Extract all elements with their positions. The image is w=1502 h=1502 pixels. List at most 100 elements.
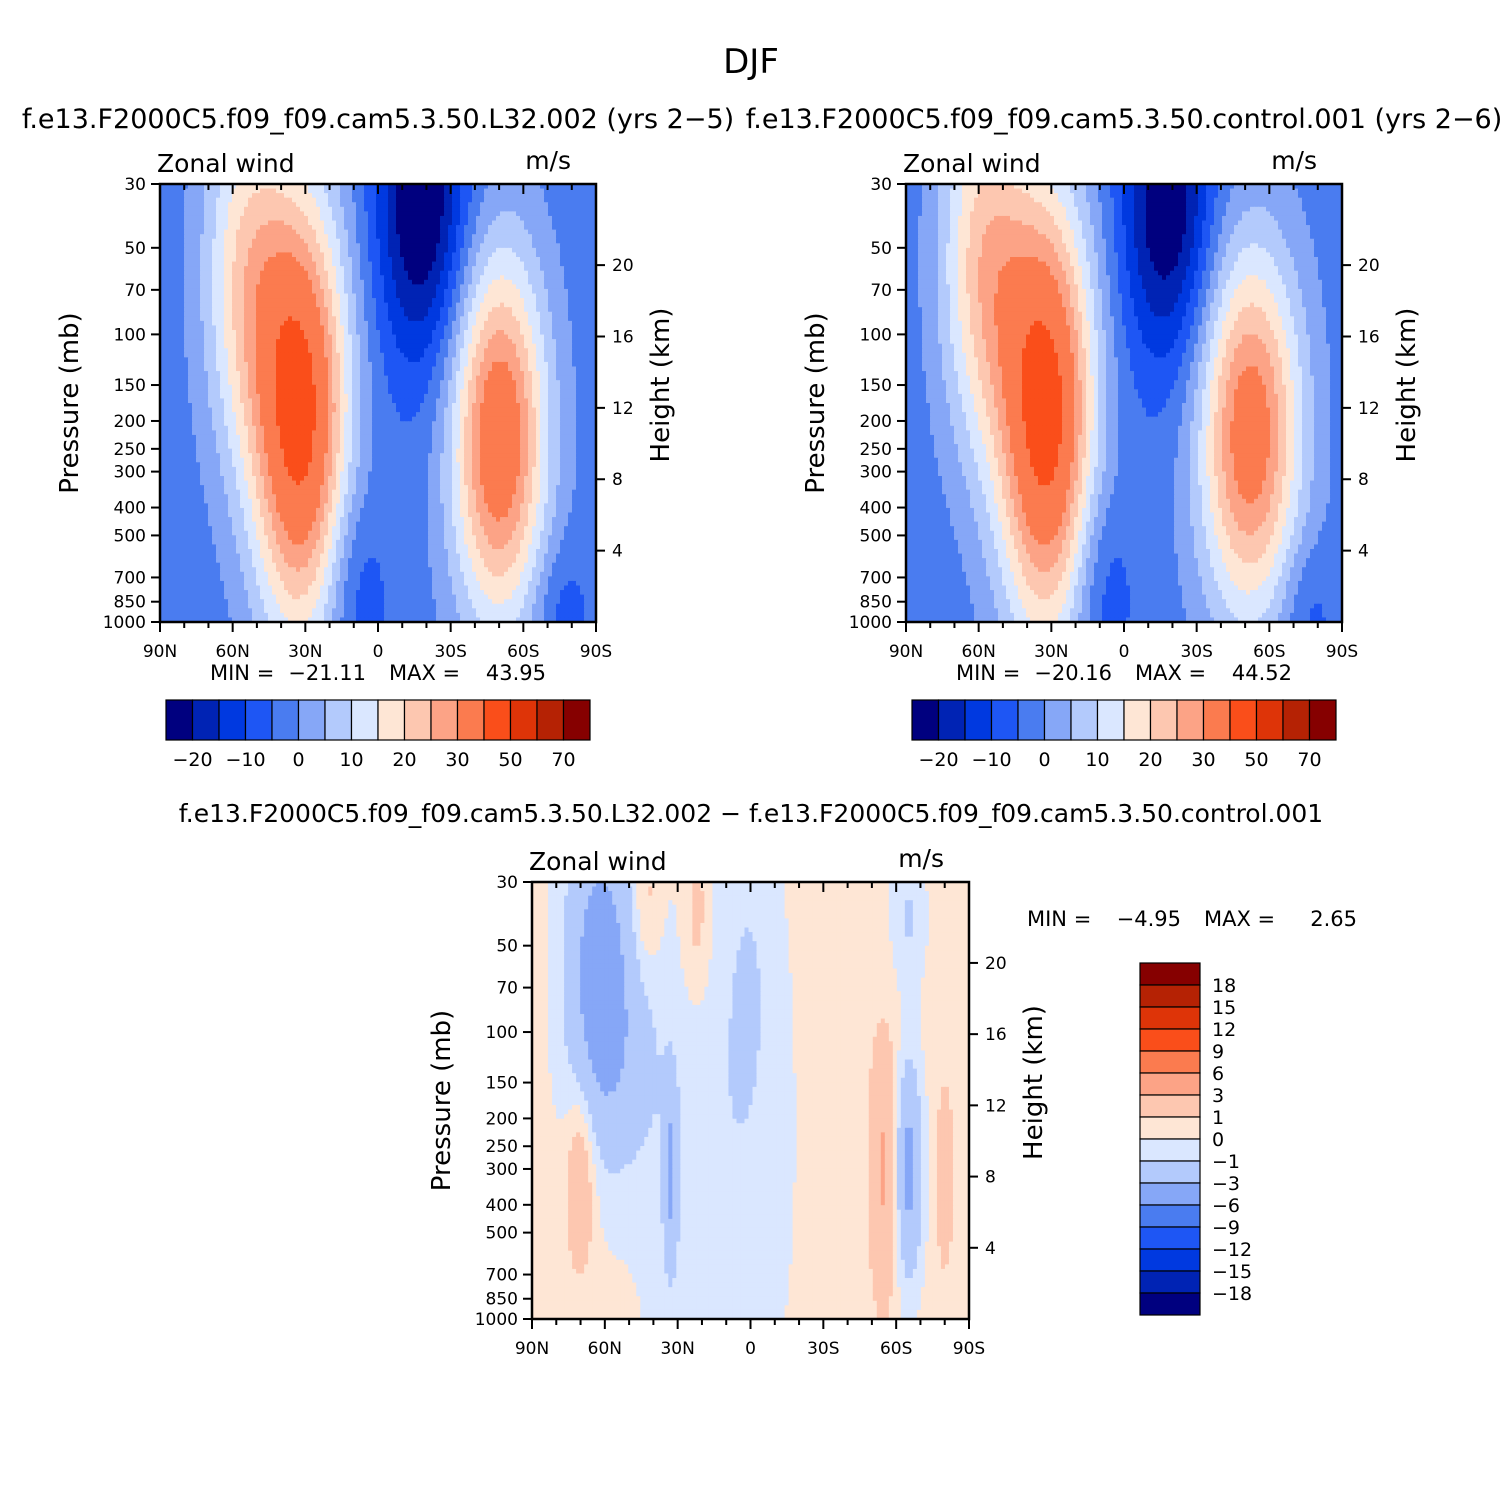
field-cell — [304, 288, 309, 295]
field-cell — [476, 197, 481, 203]
field-cell — [280, 366, 285, 372]
field-cell — [496, 279, 501, 285]
field-cell — [584, 298, 589, 304]
field-cell — [164, 375, 169, 381]
field-cell — [388, 380, 393, 386]
field-cell — [496, 320, 501, 327]
field-cell — [480, 293, 485, 299]
field-cell — [288, 202, 293, 208]
field-cell — [528, 311, 533, 317]
field-cell — [376, 361, 381, 368]
field-cell — [524, 193, 529, 199]
field-cell — [572, 288, 577, 295]
field-cell — [220, 215, 225, 222]
field-cell — [352, 343, 357, 349]
field-cell — [176, 202, 181, 208]
field-cell — [272, 206, 277, 212]
field-cell — [508, 266, 513, 272]
field-cell — [268, 270, 273, 276]
field-cell — [276, 343, 281, 349]
field-cell — [432, 266, 437, 272]
field-cell — [400, 311, 405, 317]
field-cell — [328, 247, 333, 254]
field-cell — [184, 225, 189, 231]
field-cell — [344, 234, 349, 240]
field-cell — [248, 220, 253, 226]
field-cell — [232, 325, 237, 331]
field-cell — [308, 320, 313, 327]
field-cell — [296, 357, 301, 363]
field-cell — [480, 339, 485, 345]
field-cell — [492, 211, 497, 217]
field-cell — [564, 279, 569, 285]
field-cell — [432, 339, 437, 345]
field-cell — [512, 270, 517, 276]
field-cell — [584, 261, 589, 267]
field-cell — [260, 284, 265, 290]
field-cell — [328, 371, 333, 377]
field-cell — [276, 193, 281, 199]
field-cell — [552, 384, 557, 390]
field-cell — [212, 266, 217, 272]
field-cell — [492, 288, 497, 295]
field-cell — [172, 320, 177, 327]
field-cell — [344, 334, 349, 340]
field-cell — [244, 316, 249, 322]
field-cell — [444, 215, 449, 222]
field-cell — [456, 352, 461, 358]
field-cell — [432, 220, 437, 226]
field-cell — [192, 298, 197, 304]
field-cell — [380, 206, 385, 212]
field-cell — [348, 343, 353, 349]
field-cell — [188, 261, 193, 267]
field-cell — [500, 193, 505, 199]
field-cell — [424, 266, 429, 272]
field-cell — [492, 197, 497, 203]
field-cell — [164, 302, 169, 308]
field-cell — [400, 188, 405, 194]
field-cell — [204, 339, 209, 345]
field-cell — [472, 307, 477, 313]
field-cell — [168, 220, 173, 226]
field-cell — [468, 307, 473, 313]
field-cell — [504, 348, 509, 354]
field-cell — [256, 247, 261, 254]
field-cell — [452, 302, 457, 308]
field-cell — [164, 380, 169, 386]
field-cell — [464, 361, 469, 368]
field-cell — [500, 257, 505, 263]
field-cell — [248, 330, 253, 336]
field-cell — [416, 197, 421, 203]
field-cell — [196, 252, 201, 258]
field-cell — [356, 206, 361, 212]
field-cell — [240, 357, 245, 363]
field-cell — [260, 243, 265, 249]
field-cell — [232, 270, 237, 276]
field-cell — [320, 307, 325, 313]
field-cell — [304, 211, 309, 217]
field-cell — [584, 247, 589, 254]
field-cell — [248, 375, 253, 381]
field-cell — [448, 357, 453, 363]
field-cell — [224, 215, 229, 222]
field-cell — [404, 211, 409, 217]
field-cell — [584, 339, 589, 345]
field-cell — [528, 215, 533, 222]
field-cell — [464, 288, 469, 295]
field-cell — [372, 229, 377, 235]
field-cell — [200, 202, 205, 208]
field-cell — [528, 202, 533, 208]
field-cell — [312, 284, 317, 290]
field-cell — [588, 197, 593, 203]
field-cell — [444, 371, 449, 377]
field-cell — [320, 197, 325, 203]
field-cell — [476, 298, 481, 304]
field-cell — [348, 371, 353, 377]
field-cell — [408, 252, 413, 258]
field-cell — [328, 270, 333, 276]
field-cell — [256, 307, 261, 313]
field-cell — [564, 188, 569, 194]
field-cell — [168, 371, 173, 377]
field-cell — [248, 343, 253, 349]
field-cell — [564, 384, 569, 390]
